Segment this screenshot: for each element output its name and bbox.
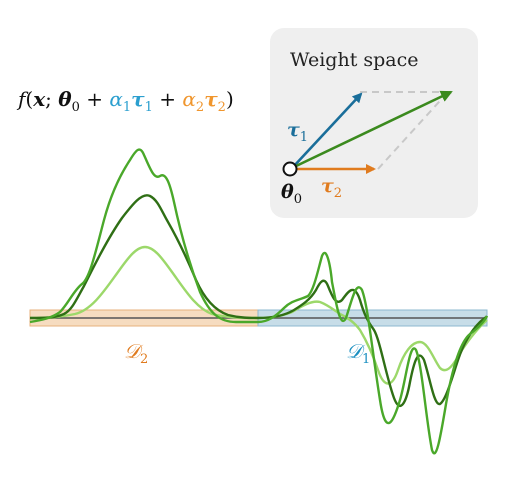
curve-dark-green <box>29 194 489 407</box>
formula-alpha2: α <box>182 87 196 111</box>
tau1-arrow <box>293 92 363 167</box>
formula-alpha2-sub: 2 <box>196 100 204 115</box>
formula-x: x <box>32 87 46 111</box>
formula-tau1-sub: 1 <box>145 100 153 115</box>
formula-semicolon: ; <box>45 87 58 111</box>
formula-alpha1-sub: 1 <box>123 100 131 115</box>
curve-light-green <box>29 245 488 385</box>
theta0-origin-point <box>282 161 298 177</box>
formula-theta: θ <box>58 87 72 111</box>
formula-tau1: τ <box>131 87 145 111</box>
formula: f(x; θ0 + α1τ1 + α2τ2) <box>16 87 234 115</box>
tau1-label: τ1 <box>287 119 308 145</box>
d2-label: 𝒟2 <box>124 339 148 367</box>
d1-label: 𝒟1 <box>346 339 370 367</box>
theta0-label: θ0 <box>281 181 302 207</box>
curve-medium-green <box>29 148 489 455</box>
tau2-label: τ2 <box>321 175 342 201</box>
formula-plus-1: + <box>80 87 109 111</box>
weight-space-title: Weight space <box>290 49 419 71</box>
formula-tau2-sub: 2 <box>218 100 226 115</box>
weight-space-background <box>270 28 478 218</box>
parallelogram-right-dash <box>377 91 449 170</box>
formula-theta-sub: 0 <box>72 100 80 115</box>
formula-tau2: τ <box>204 87 218 111</box>
weight-space-panel: Weight space τ1 τ2 θ0 <box>270 28 478 218</box>
formula-open-paren: ( <box>25 87 33 111</box>
formula-plus-2: + <box>153 87 182 111</box>
formula-close-paren: ) <box>226 87 234 111</box>
combined-arrow <box>293 90 453 169</box>
formula-alpha1: α <box>109 87 123 111</box>
